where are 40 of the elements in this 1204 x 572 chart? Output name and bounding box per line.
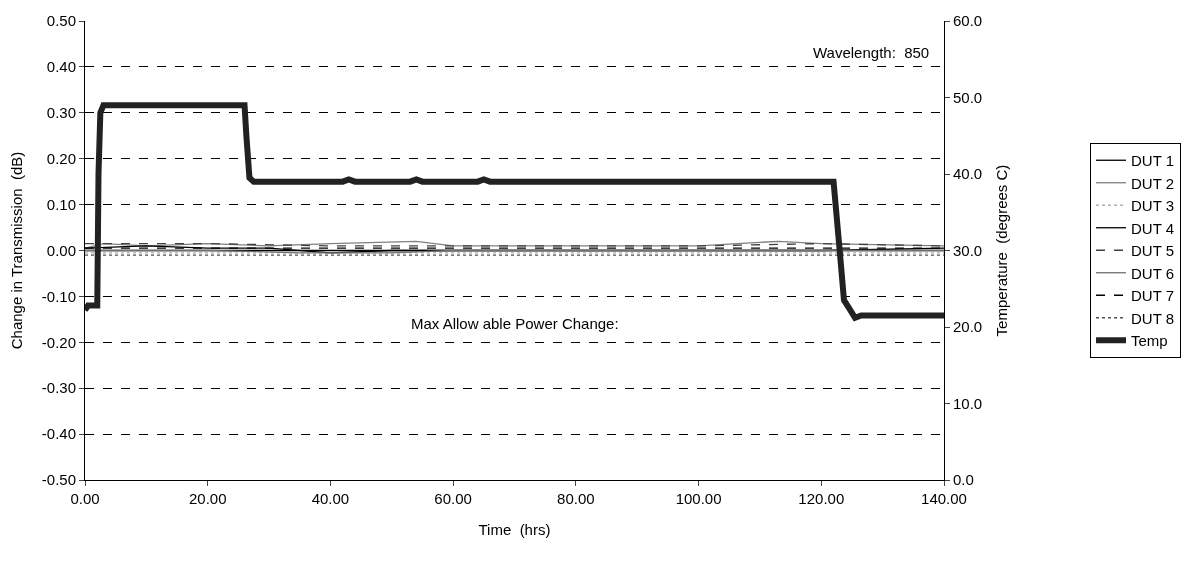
y-tick-label: 0.00 [46, 241, 76, 259]
x-tick-label: 60.00 [434, 490, 472, 507]
y2-tick-label: 30.0 [953, 241, 983, 259]
y2-tick-label: 40.0 [953, 165, 983, 183]
y-tick-label: -0.20 [41, 333, 76, 351]
x-tick-label: 40.00 [311, 490, 350, 507]
x-tick-label: 120.00 [798, 490, 845, 507]
x-axis-title: Time (hrs) [478, 521, 551, 538]
y-axis-title: Change in Transmission (dB) [8, 151, 26, 350]
legend-label: DUT 4 [1131, 219, 1175, 237]
y2-tick-label: 60.0 [953, 12, 983, 30]
legend-label: DUT 8 [1131, 309, 1175, 327]
y-tick-label: -0.30 [41, 379, 76, 397]
y2-tick-label: 0.0 [953, 471, 974, 489]
legend-label: Temp [1131, 332, 1168, 350]
y-tick-label: 0.40 [46, 58, 76, 76]
legend-label: DUT 3 [1131, 197, 1175, 215]
legend-label: DUT 6 [1131, 264, 1175, 282]
x-tick-label: 80.00 [557, 490, 595, 507]
annotation: Wavelength: 850 [813, 44, 930, 61]
y-tick-label: -0.50 [41, 471, 76, 489]
y2-tick-label: 20.0 [953, 318, 983, 336]
x-tick-label: 0.00 [70, 490, 100, 507]
x-tick-label: 100.00 [675, 490, 722, 507]
y2-axis-title: Temperature (degrees C) [993, 164, 1011, 337]
y-tick-label: 0.20 [46, 149, 76, 167]
y-tick-label: 0.10 [46, 195, 76, 213]
legend-label: DUT 2 [1131, 174, 1175, 192]
x-tick-label: 20.00 [188, 490, 227, 507]
y2-tick-label: 10.0 [953, 394, 983, 412]
legend-label: DUT 7 [1131, 287, 1175, 305]
y-tick-label: 0.50 [46, 12, 76, 30]
legend-label: DUT 1 [1131, 152, 1175, 170]
legend-label: DUT 5 [1131, 242, 1175, 260]
y-tick-label: -0.40 [41, 425, 76, 443]
y-tick-label: 0.30 [46, 104, 76, 122]
annotation: Max Allow able Power Change: [411, 315, 619, 332]
x-tick-label: 140.00 [921, 490, 967, 507]
y2-tick-label: 50.0 [953, 88, 983, 106]
y-tick-label: -0.10 [41, 287, 76, 305]
